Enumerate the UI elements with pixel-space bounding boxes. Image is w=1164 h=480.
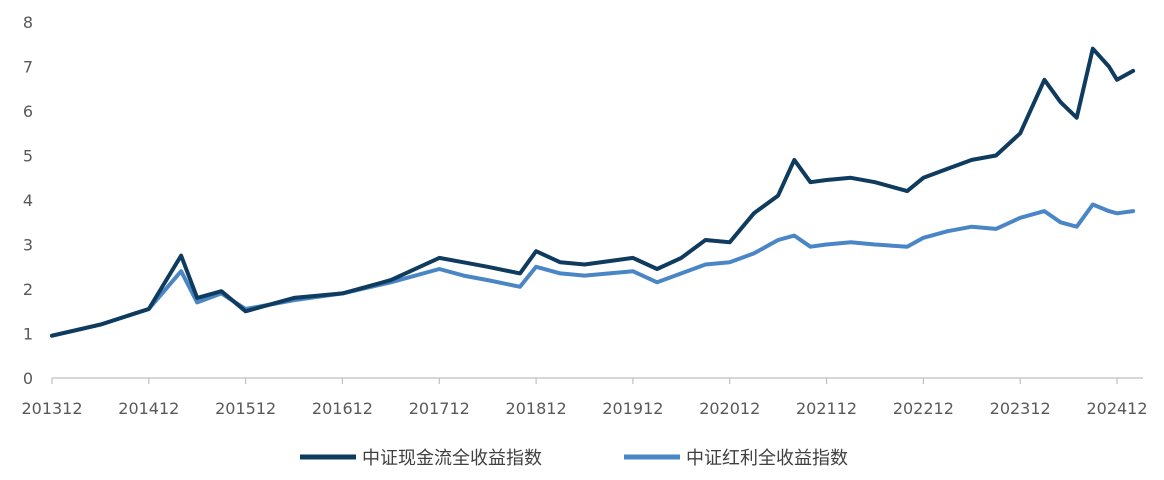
y-tick-label: 8 bbox=[23, 13, 33, 32]
x-tick-label: 201912 bbox=[602, 399, 663, 418]
x-tick-label: 202412 bbox=[1086, 399, 1147, 418]
x-tick-label: 201612 bbox=[312, 399, 373, 418]
y-tick-label: 4 bbox=[23, 191, 33, 210]
x-tick-label: 202112 bbox=[796, 399, 857, 418]
y-axis-tick-labels: 0 1 2 3 4 5 6 7 8 bbox=[23, 13, 33, 388]
x-tick-label: 202312 bbox=[990, 399, 1051, 418]
legend-label-2: 中证红利全收益指数 bbox=[686, 448, 848, 469]
x-tick-label: 202012 bbox=[699, 399, 760, 418]
y-tick-label: 5 bbox=[23, 147, 33, 166]
x-tick-label: 201312 bbox=[21, 399, 82, 418]
x-tick-label: 201412 bbox=[118, 399, 179, 418]
series-line-1 bbox=[50, 46, 1136, 338]
y-tick-label: 0 bbox=[23, 369, 33, 388]
x-tick-label: 201812 bbox=[506, 399, 567, 418]
x-tick-label: 201712 bbox=[409, 399, 470, 418]
y-tick-label: 1 bbox=[23, 325, 33, 344]
y-tick-label: 3 bbox=[23, 236, 33, 255]
y-tick-label: 7 bbox=[23, 58, 33, 77]
y-tick-label: 6 bbox=[23, 102, 33, 121]
x-tick-label: 202212 bbox=[893, 399, 954, 418]
x-tick-label: 201512 bbox=[215, 399, 276, 418]
y-tick-label: 2 bbox=[23, 280, 33, 299]
legend: 中证现金流全收益指数 中证红利全收益指数 bbox=[300, 448, 848, 469]
series-lines bbox=[50, 46, 1136, 338]
series-line-2 bbox=[50, 202, 1136, 338]
x-axis: 201312 201412 201512 201612 201712 201812 2019… bbox=[21, 377, 1148, 418]
legend-label-1: 中证现金流全收益指数 bbox=[362, 448, 542, 469]
